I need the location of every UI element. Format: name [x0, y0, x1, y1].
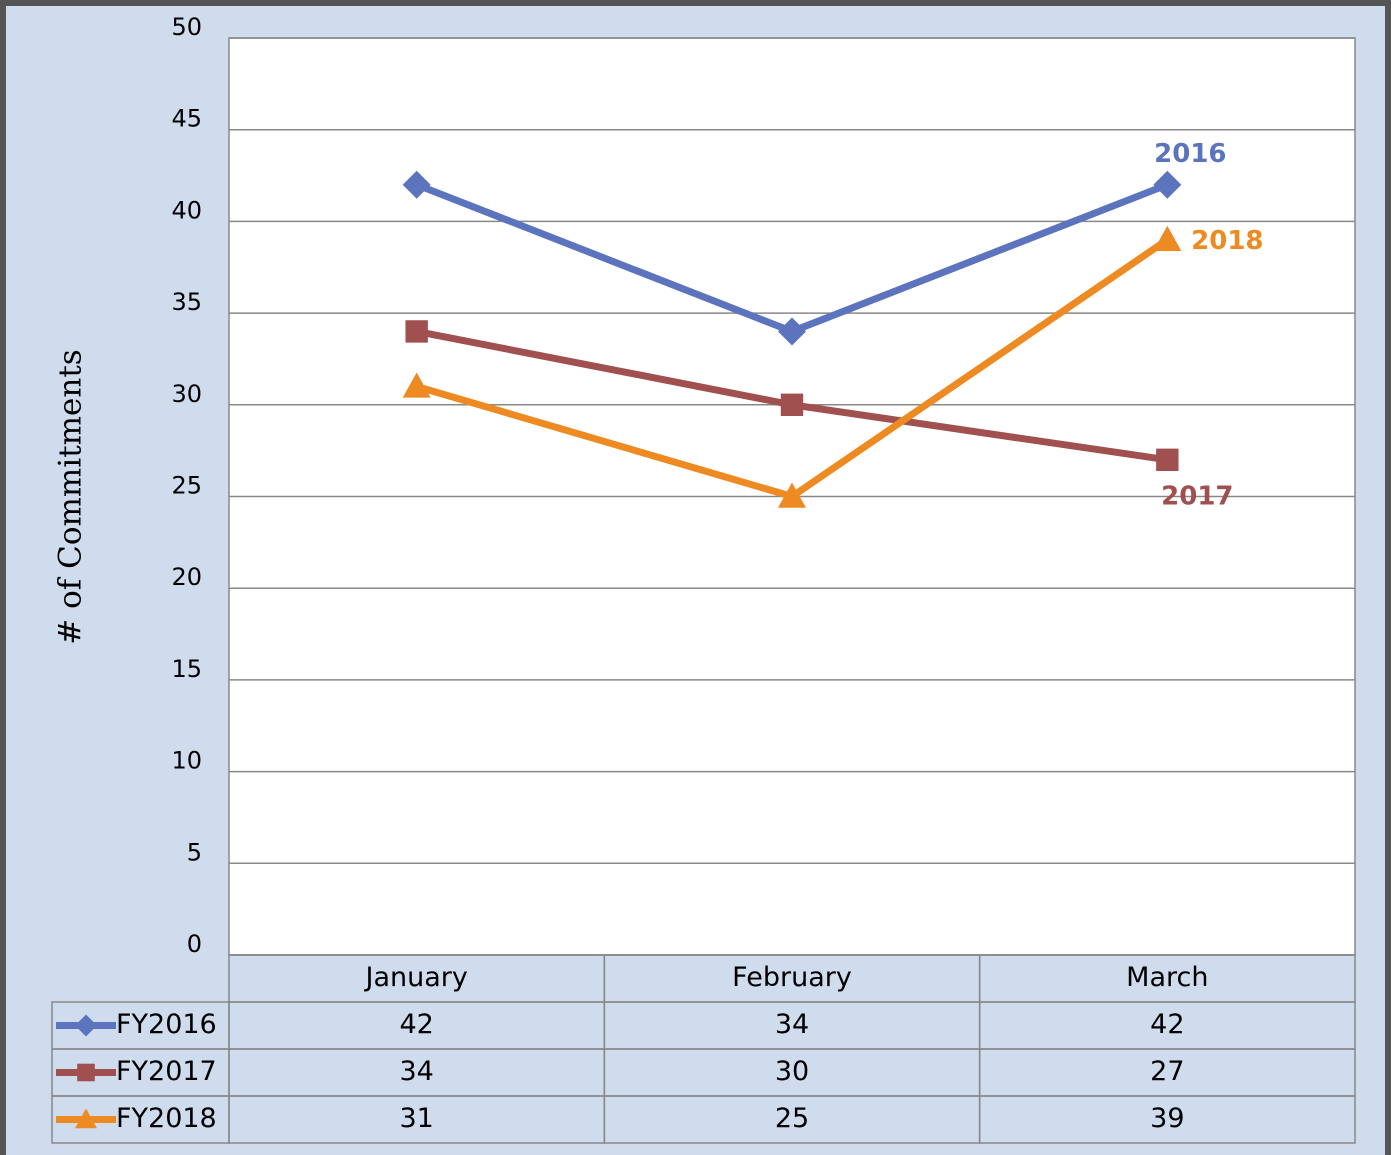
table-value: 39 — [1150, 1103, 1184, 1134]
x-tick-label: March — [1126, 962, 1208, 993]
legend-label: FY2016 — [116, 1009, 217, 1040]
y-tick-label: 35 — [171, 288, 202, 316]
y-tick-label: 0 — [187, 930, 202, 958]
marker — [402, 372, 431, 398]
annotation: 2016 — [1154, 139, 1226, 169]
annotation: 2017 — [1161, 481, 1233, 511]
y-tick-label: 15 — [171, 655, 202, 683]
table-value: 34 — [399, 1056, 433, 1087]
y-tick-label: 50 — [171, 13, 202, 41]
table-value: 25 — [775, 1103, 809, 1134]
marker — [405, 320, 428, 343]
y-tick-label: 5 — [187, 838, 202, 866]
marker — [1153, 225, 1182, 251]
y-tick-label: 10 — [171, 747, 202, 775]
table-value: 27 — [1150, 1056, 1184, 1087]
marker — [75, 1014, 97, 1037]
marker — [780, 393, 804, 416]
marker — [402, 170, 431, 199]
table-value: 34 — [775, 1009, 809, 1040]
x-tick-label: February — [732, 962, 852, 993]
table-value: 42 — [1150, 1009, 1184, 1040]
x-tick-label: January — [363, 962, 467, 993]
legend-label: FY2018 — [116, 1103, 217, 1134]
y-tick-label: 30 — [171, 380, 202, 408]
y-axis-label: # of Commitments — [53, 349, 89, 644]
marker — [1156, 448, 1179, 472]
y-tick-label: 20 — [171, 563, 202, 591]
marker — [778, 482, 806, 508]
table-value: 30 — [775, 1056, 809, 1087]
y-tick-label: 45 — [171, 105, 202, 133]
y-tick-label: 40 — [171, 196, 202, 224]
marker — [77, 1063, 95, 1082]
marker — [75, 1108, 97, 1129]
y-tick-label: 25 — [171, 472, 202, 500]
table-cell — [978, 1095, 1356, 1144]
table-value: 31 — [399, 1103, 433, 1134]
marker — [778, 317, 806, 346]
table-value: 42 — [399, 1009, 433, 1040]
legend-label: FY2017 — [116, 1056, 217, 1087]
marker — [1153, 170, 1182, 199]
annotation: 2018 — [1191, 226, 1263, 256]
